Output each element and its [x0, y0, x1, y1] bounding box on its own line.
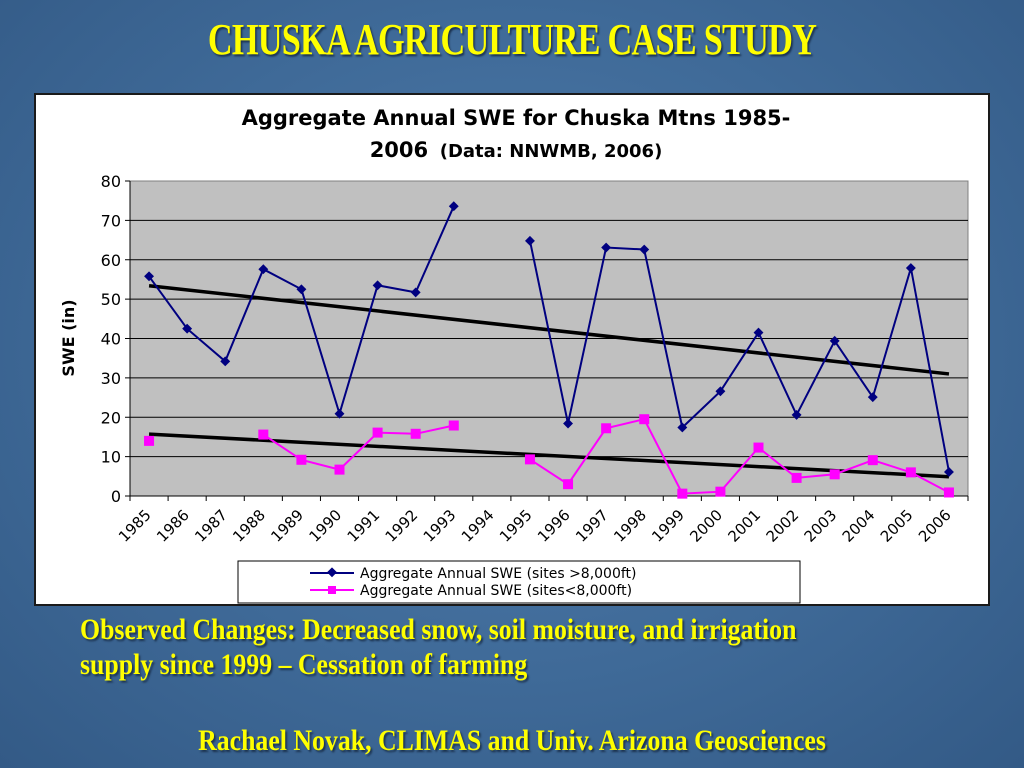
- data-point: [944, 467, 954, 477]
- chart-title-year: 2006: [370, 138, 428, 162]
- legend-marker-low: [328, 586, 336, 594]
- data-point: [639, 414, 650, 425]
- y-axis-ticks: 0 10 20 30 40 50 60 70 80: [101, 172, 131, 506]
- series-line-segment: [529, 240, 950, 473]
- y-tick-label: 20: [101, 408, 121, 427]
- data-point: [372, 427, 383, 438]
- data-point: [905, 467, 916, 478]
- data-point: [448, 420, 459, 431]
- y-tick-label: 40: [101, 330, 121, 349]
- y-tick-label: 70: [101, 211, 121, 230]
- data-point: [753, 327, 764, 338]
- series-markers: [144, 201, 954, 499]
- y-tick-label: 10: [101, 448, 121, 467]
- y-tick-label: 80: [101, 172, 121, 191]
- data-point: [829, 469, 840, 480]
- data-point: [448, 201, 459, 212]
- data-point: [753, 442, 764, 453]
- slide-title: CHUSKA AGRICULTURE CASE STUDY: [207, 15, 817, 64]
- data-point: [867, 455, 878, 466]
- data-point: [677, 488, 688, 499]
- data-point: [563, 479, 574, 490]
- y-tick-label: 60: [101, 251, 121, 270]
- data-point: [715, 486, 726, 497]
- data-point: [525, 235, 535, 246]
- x-tick-label: 1990: [305, 506, 345, 546]
- x-tick-label: 1993: [420, 506, 460, 546]
- x-tick-label: 1997: [572, 506, 612, 546]
- x-tick-label: 2003: [801, 506, 841, 546]
- legend-label-low: Aggregate Annual SWE (sites<8,000ft): [360, 583, 632, 599]
- data-point: [220, 356, 231, 367]
- data-point: [296, 454, 307, 465]
- data-point: [334, 408, 345, 419]
- x-tick-label: 1998: [610, 506, 650, 546]
- data-point: [829, 335, 840, 346]
- chart-title-line1: Aggregate Annual SWE for Chuska Mtns 198…: [242, 106, 791, 130]
- series-line-segment: [262, 424, 455, 471]
- trendline: [148, 432, 950, 479]
- chart-legend: Aggregate Annual SWE (sites >8,000ft) Ag…: [237, 560, 801, 604]
- x-tick-label: 2001: [724, 506, 764, 546]
- author-credit: Rachael Novak, CLIMAS and Univ. Arizona …: [198, 724, 826, 757]
- data-point: [601, 423, 612, 434]
- x-tick-label: 1986: [153, 506, 193, 546]
- data-point: [144, 435, 155, 446]
- x-tick-label: 1994: [458, 506, 498, 546]
- data-point: [791, 409, 802, 420]
- data-point: [334, 464, 345, 475]
- x-tick-label: 2004: [839, 506, 879, 546]
- x-tick-label: 2006: [915, 506, 955, 546]
- x-tick-label: 1985: [115, 506, 155, 546]
- data-point: [715, 386, 726, 397]
- data-point: [524, 454, 535, 465]
- x-tick-label: 2005: [877, 506, 917, 546]
- data-point: [867, 392, 878, 403]
- x-tick-label: 1991: [344, 506, 384, 546]
- y-tick-label: 50: [101, 290, 121, 309]
- x-tick-label: 1987: [191, 506, 231, 546]
- x-tick-label: 1988: [229, 506, 269, 546]
- x-tick-label: 1989: [267, 506, 307, 546]
- x-tick-label: 1992: [382, 506, 422, 546]
- data-point: [258, 429, 269, 440]
- data-point: [639, 244, 650, 255]
- y-tick-label: 0: [111, 487, 121, 506]
- chart-title-source: (Data: NNWMB, 2006): [440, 141, 663, 162]
- data-point: [791, 472, 802, 483]
- x-tick-label: 1999: [648, 506, 688, 546]
- data-point: [410, 428, 421, 439]
- x-axis-ticks: 1985198619871988198919901991199219931994…: [115, 495, 969, 546]
- chart-frame: Aggregate Annual SWE for Chuska Mtns 198…: [34, 93, 990, 606]
- data-point: [905, 263, 916, 273]
- data-point: [677, 422, 688, 433]
- data-point: [258, 264, 269, 275]
- swe-line-chart: Aggregate Annual SWE for Chuska Mtns 198…: [59, 106, 969, 604]
- observations-caption: Observed Changes: Decreased snow, soil m…: [80, 612, 871, 682]
- y-tick-label: 30: [101, 369, 121, 388]
- chart-title-line2: 2006 (Data: NNWMB, 2006): [370, 138, 663, 162]
- caption-line-1: Observed Changes: Decreased snow, soil m…: [80, 613, 797, 646]
- data-point: [144, 271, 154, 282]
- data-point: [182, 323, 193, 334]
- x-tick-label: 1995: [496, 506, 536, 546]
- x-tick-label: 1996: [534, 506, 574, 546]
- x-tick-label: 2002: [763, 506, 803, 546]
- legend-label-high: Aggregate Annual SWE (sites >8,000ft): [360, 566, 637, 582]
- caption-line-2: supply since 1999 – Cessation of farming: [80, 648, 528, 681]
- y-axis-label: SWE (in): [59, 299, 78, 376]
- series-line-segment: [529, 418, 950, 495]
- data-point: [943, 487, 954, 498]
- data-point: [601, 242, 612, 253]
- x-tick-label: 2000: [686, 506, 726, 546]
- data-point: [563, 418, 573, 429]
